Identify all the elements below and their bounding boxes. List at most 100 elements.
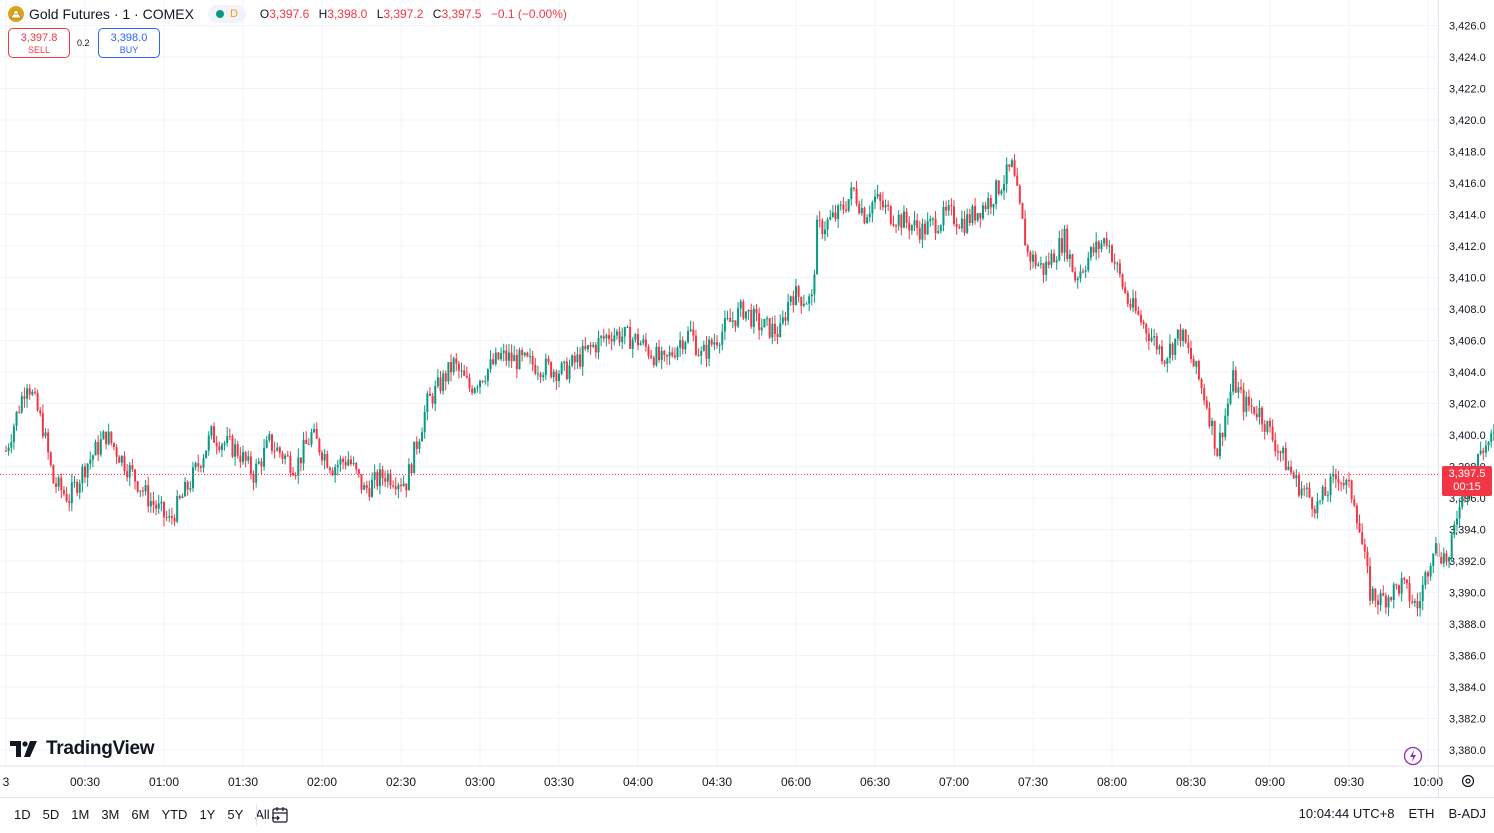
candle-body: [1037, 264, 1040, 267]
session-toggle[interactable]: ETH: [1408, 806, 1435, 821]
candle-body: [331, 470, 334, 476]
tradingview-logo[interactable]: TradingView: [10, 738, 155, 760]
candle-body: [542, 375, 545, 378]
candle-body: [639, 343, 642, 346]
candle-body: [1221, 432, 1224, 438]
adjustment-toggle[interactable]: B-ADJ: [1448, 806, 1486, 821]
range-1m-button[interactable]: 1M: [71, 807, 90, 822]
candle-body: [792, 296, 795, 306]
candle-body: [708, 339, 711, 359]
x-tick-label: 03:30: [544, 775, 574, 789]
candle-body: [173, 517, 176, 522]
candle-body: [273, 450, 276, 452]
candle-body: [744, 311, 747, 319]
candle-body: [1484, 445, 1487, 453]
range-6m-button[interactable]: 6M: [131, 807, 150, 822]
candle-body: [39, 410, 42, 414]
candle-body: [1316, 501, 1319, 514]
candle-body: [1050, 253, 1053, 265]
range-5y-button[interactable]: 5Y: [227, 807, 244, 822]
candle-body: [723, 318, 726, 332]
candle-body: [887, 204, 890, 207]
candle-body: [249, 456, 252, 475]
candle-body: [120, 455, 123, 463]
y-tick-label: 3,420.0: [1449, 115, 1486, 127]
candle-body: [1003, 183, 1006, 191]
candle-body: [1358, 523, 1361, 533]
candle-body: [144, 485, 147, 492]
candle-body: [934, 218, 937, 234]
candle-body: [594, 344, 597, 353]
candle-body: [1390, 597, 1393, 600]
y-tick-label: 3,384.0: [1449, 682, 1486, 694]
candle-body: [284, 455, 287, 459]
candle-body: [318, 438, 321, 453]
candle-body: [773, 323, 776, 334]
candle-body: [339, 458, 342, 465]
candle-body: [1139, 314, 1142, 323]
candle-body: [1429, 565, 1432, 577]
candle-body: [795, 286, 797, 306]
candle-body: [855, 188, 858, 204]
candle-body: [220, 444, 223, 451]
candle-body: [1182, 329, 1185, 342]
candle-body: [781, 317, 784, 324]
candle-body: [1332, 474, 1335, 477]
candle-body: [84, 466, 86, 478]
candle-body: [586, 345, 589, 350]
candle-body: [197, 463, 200, 467]
candle-body: [207, 435, 210, 451]
candle-body: [1058, 238, 1061, 261]
sell-button[interactable]: 3,397.8 SELL: [8, 28, 70, 58]
candle-body: [1292, 472, 1295, 479]
range-3m-button[interactable]: 3M: [101, 807, 120, 822]
candle-body: [518, 350, 521, 370]
candle-body: [1113, 261, 1116, 264]
go-to-date-calendar-icon[interactable]: [270, 805, 290, 830]
range-5d-button[interactable]: 5D: [42, 807, 60, 822]
candle-body: [868, 213, 871, 218]
range-1d-button[interactable]: 1D: [14, 807, 31, 822]
market-status-pill[interactable]: D: [207, 5, 246, 23]
candle-body: [1034, 254, 1037, 267]
candle-body: [592, 344, 595, 347]
chart-settings-gear-icon[interactable]: [1460, 773, 1476, 794]
candle-body: [700, 351, 703, 356]
clock-timezone[interactable]: 10:04:44 UTC+8: [1298, 806, 1395, 821]
lightning-icon[interactable]: [1403, 746, 1423, 771]
candle-body: [199, 466, 202, 468]
candle-body: [405, 483, 408, 491]
candle-body: [1132, 298, 1135, 308]
buy-button[interactable]: 3,398.0 BUY: [98, 28, 160, 58]
candle-body: [1434, 543, 1437, 554]
candle-body: [523, 352, 526, 356]
candle-body: [49, 452, 52, 466]
candle-body: [1039, 263, 1042, 265]
candle-body: [373, 471, 376, 480]
range-all-button[interactable]: All: [255, 807, 270, 822]
candle-body: [784, 317, 787, 321]
symbol-title[interactable]: Gold Futures · 1 · COMEX: [29, 6, 194, 22]
candle-body: [407, 464, 410, 491]
candle-body: [953, 206, 955, 224]
y-tick-label: 3,380.0: [1449, 745, 1486, 757]
close-value: 3,397.5: [441, 7, 482, 21]
candle-body: [571, 355, 574, 366]
candle-body: [76, 482, 79, 493]
candle-body: [650, 355, 653, 358]
range-ytd-button[interactable]: YTD: [161, 807, 188, 822]
candle-body: [984, 205, 987, 210]
candle-body: [895, 225, 898, 227]
candle-body: [218, 446, 221, 451]
y-tick-label: 3,388.0: [1449, 619, 1486, 631]
candle-body: [913, 220, 916, 226]
candle-body: [68, 501, 71, 504]
candle-body: [1153, 336, 1156, 338]
range-1y-button[interactable]: 1Y: [199, 807, 216, 822]
candle-body: [1187, 342, 1190, 349]
candle-body: [1213, 420, 1216, 449]
candle-body: [821, 220, 824, 235]
candle-body: [1311, 497, 1314, 509]
candle-body: [789, 296, 792, 303]
